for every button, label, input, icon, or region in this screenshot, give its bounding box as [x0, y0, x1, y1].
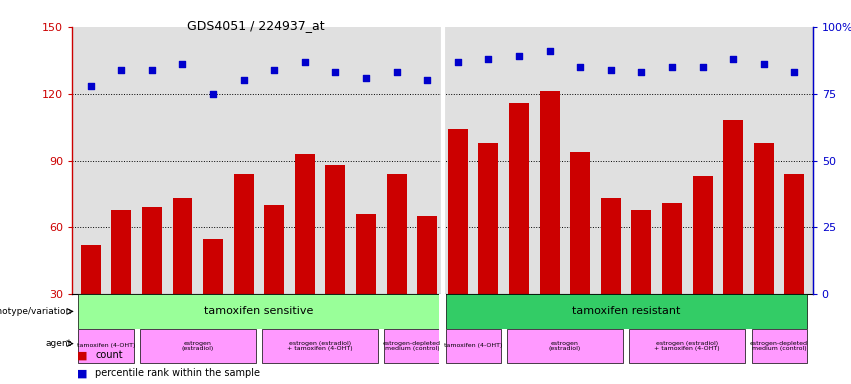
Point	[298, 59, 311, 65]
Bar	[446, 329, 500, 363]
Point	[451, 59, 465, 65]
Bar	[140, 329, 256, 363]
Bar	[448, 129, 468, 361]
Point	[665, 64, 679, 70]
Text: percentile rank within the sample: percentile rank within the sample	[95, 368, 260, 378]
Text: estrogen-depleted
medium (control): estrogen-depleted medium (control)	[750, 341, 808, 351]
Text: estrogen
(estradiol): estrogen (estradiol)	[181, 341, 214, 351]
Bar	[446, 294, 807, 329]
Point	[543, 48, 557, 54]
Text: estrogen (estradiol)
+ tamoxifen (4-OHT): estrogen (estradiol) + tamoxifen (4-OHT)	[288, 341, 353, 351]
Point	[267, 66, 281, 73]
Bar	[295, 154, 315, 361]
Bar	[506, 329, 623, 363]
Bar	[693, 176, 712, 361]
Point	[727, 56, 740, 62]
Text: count: count	[95, 350, 123, 360]
Bar	[631, 210, 651, 361]
Bar	[439, 294, 446, 329]
Bar	[78, 294, 439, 329]
Bar	[78, 329, 134, 363]
Bar	[540, 91, 560, 361]
Bar	[325, 165, 346, 361]
Point	[237, 77, 250, 83]
Bar	[203, 238, 223, 361]
Bar	[601, 199, 620, 361]
Bar	[417, 216, 437, 361]
Text: estrogen-depleted
medium (control): estrogen-depleted medium (control)	[383, 341, 441, 351]
Bar	[111, 210, 131, 361]
Bar	[234, 174, 254, 361]
Point	[84, 83, 98, 89]
Point	[328, 69, 342, 75]
Point	[512, 53, 526, 60]
Bar	[662, 203, 682, 361]
Bar	[439, 329, 446, 382]
Text: estrogen
(estradiol): estrogen (estradiol)	[549, 341, 581, 351]
Point	[604, 66, 618, 73]
Text: agent: agent	[45, 339, 71, 348]
Bar	[386, 174, 407, 361]
Text: GDS4051 / 224937_at: GDS4051 / 224937_at	[187, 19, 325, 32]
Point	[574, 64, 587, 70]
Point	[420, 77, 434, 83]
Text: tamoxifen (4-OHT): tamoxifen (4-OHT)	[444, 343, 502, 349]
Point	[482, 56, 495, 62]
Point	[359, 74, 373, 81]
Point	[206, 91, 220, 97]
Point	[635, 69, 648, 75]
Bar	[629, 329, 745, 363]
Bar	[723, 121, 743, 361]
Bar	[81, 245, 100, 361]
Bar	[478, 143, 499, 361]
Point	[115, 66, 129, 73]
Text: ■: ■	[77, 368, 87, 378]
Text: ■: ■	[77, 350, 87, 360]
Text: estrogen (estradiol)
+ tamoxifen (4-OHT): estrogen (estradiol) + tamoxifen (4-OHT)	[654, 341, 720, 351]
Text: tamoxifen sensitive: tamoxifen sensitive	[204, 306, 314, 316]
Bar	[385, 329, 439, 363]
Bar	[356, 214, 376, 361]
Text: tamoxifen (4-OHT): tamoxifen (4-OHT)	[77, 343, 135, 349]
Text: tamoxifen resistant: tamoxifen resistant	[572, 306, 680, 316]
Point	[696, 64, 710, 70]
Bar	[570, 152, 590, 361]
Bar	[265, 205, 284, 361]
Point	[390, 69, 403, 75]
Bar	[754, 143, 774, 361]
Bar	[173, 199, 192, 361]
Bar	[142, 207, 162, 361]
Point	[787, 69, 801, 75]
Bar	[509, 103, 529, 361]
Text: genotype/variation: genotype/variation	[0, 307, 71, 316]
Bar	[262, 329, 379, 363]
Bar	[785, 174, 804, 361]
Point	[145, 66, 158, 73]
Point	[757, 61, 770, 67]
Bar	[751, 329, 807, 363]
Point	[175, 61, 189, 67]
